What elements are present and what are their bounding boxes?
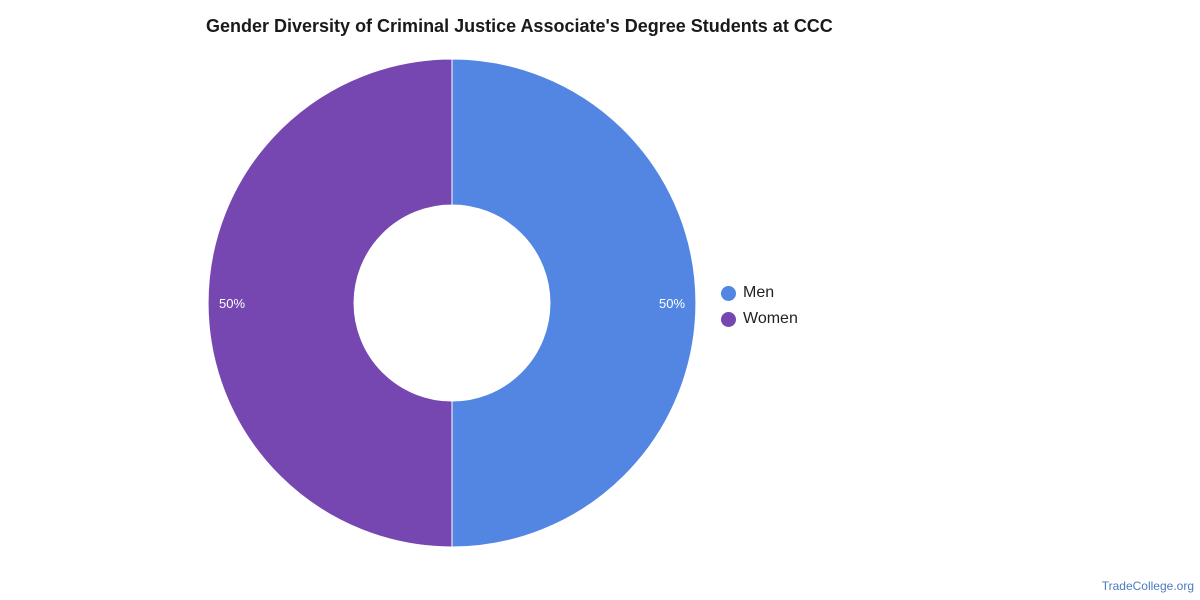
data-label-men: 50%: [659, 296, 685, 311]
legend-swatch-women: [721, 311, 736, 327]
chart-title: Gender Diversity of Criminal Justice Ass…: [206, 16, 833, 36]
legend-label-women: Women: [743, 310, 798, 327]
legend-item-women[interactable]: Women: [721, 306, 798, 332]
legend-item-men[interactable]: Men: [721, 280, 798, 306]
data-label-women: 50%: [219, 296, 245, 311]
chart-legend: Men Women: [721, 280, 798, 332]
slice-women[interactable]: [207, 58, 453, 548]
legend-label-men: Men: [743, 284, 775, 301]
slice-men[interactable]: [451, 58, 697, 548]
source-link[interactable]: TradeCollege.org: [1101, 579, 1194, 593]
legend-swatch-men: [721, 285, 736, 301]
